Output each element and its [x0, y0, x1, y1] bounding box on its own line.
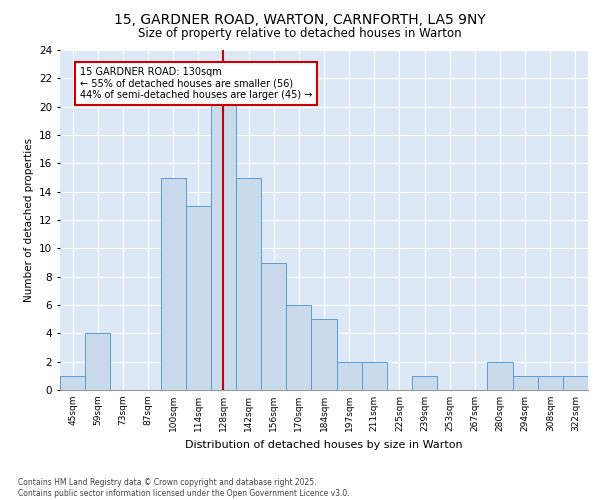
Text: 15 GARDNER ROAD: 130sqm
← 55% of detached houses are smaller (56)
44% of semi-de: 15 GARDNER ROAD: 130sqm ← 55% of detache…	[80, 67, 313, 100]
Bar	[311, 319, 337, 390]
X-axis label: Distribution of detached houses by size in Warton: Distribution of detached houses by size …	[185, 440, 463, 450]
Bar	[563, 376, 588, 390]
Bar	[362, 362, 387, 390]
Bar	[412, 376, 437, 390]
Bar	[211, 78, 236, 390]
Text: 15, GARDNER ROAD, WARTON, CARNFORTH, LA5 9NY: 15, GARDNER ROAD, WARTON, CARNFORTH, LA5…	[114, 12, 486, 26]
Text: Contains HM Land Registry data © Crown copyright and database right 2025.
Contai: Contains HM Land Registry data © Crown c…	[18, 478, 350, 498]
Bar	[337, 362, 362, 390]
Bar	[538, 376, 563, 390]
Bar	[261, 262, 286, 390]
Y-axis label: Number of detached properties: Number of detached properties	[23, 138, 34, 302]
Text: Size of property relative to detached houses in Warton: Size of property relative to detached ho…	[138, 28, 462, 40]
Bar	[60, 376, 85, 390]
Bar	[286, 305, 311, 390]
Bar	[512, 376, 538, 390]
Bar	[236, 178, 261, 390]
Bar	[85, 334, 110, 390]
Bar	[161, 178, 186, 390]
Bar	[487, 362, 512, 390]
Bar	[186, 206, 211, 390]
